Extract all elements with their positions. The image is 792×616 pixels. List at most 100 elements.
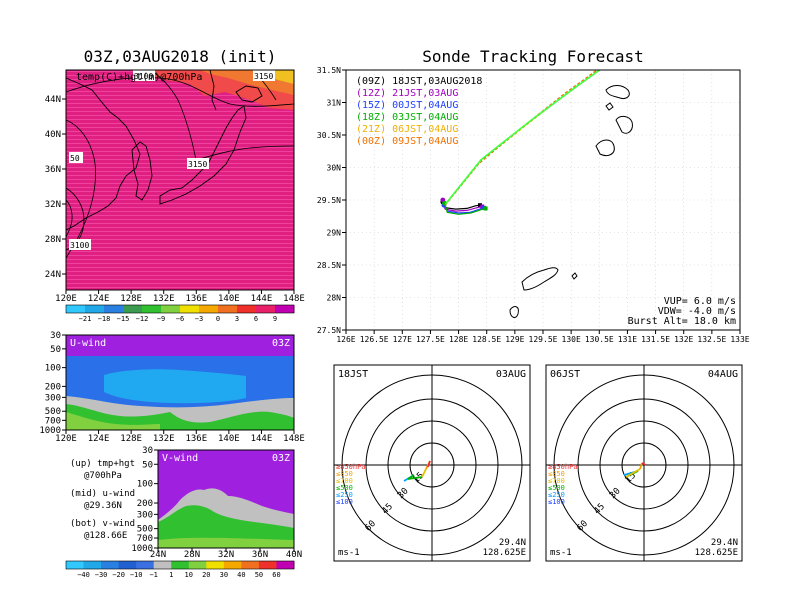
colorbar-swatch [218,305,238,313]
launch-parameter: Burst Alt= 18.0 km [628,316,736,327]
lat-tick-label: 36N [252,550,268,560]
colorbar-frame [65,560,295,570]
track-lat-axis: 31.5N 31N 30.5N 30N 29.5N 29N 28.5N 28N 27.5N [317,66,346,335]
wind-colorbar: −40 −30 −20 −10 −1 1 10 20 30 40 50 60 [65,560,295,579]
temp-map-lat-axis: 44N 40N 36N 32N 28N 24N [45,95,66,280]
island-coastline [595,139,615,157]
pressure-tick-label: 700 [45,416,61,426]
island-coastline [615,115,633,134]
lon-tick-label: 131E [618,335,637,344]
lat-tick-label: 40N [45,130,61,140]
lat-tick-label: 40N [286,550,302,560]
sonde-track [443,203,486,215]
lat-tick-label: 32N [218,550,234,560]
lon-tick-label: 128E [120,294,142,304]
colorbar-swatch [275,305,295,313]
colorbar-swatch [83,561,102,569]
colorbar-label: 0 [216,315,220,323]
legend-key: (mid) u-wind [70,489,135,499]
lat-tick-label: 31N [327,99,342,108]
pressure-tick-label: 100 [137,480,153,490]
contour-label: 3150 [254,72,273,81]
colorbar-swatch [241,561,260,569]
hodograph-level-key: ≤500 [336,484,353,492]
sonde-tracks [440,70,601,215]
contour-label-bg [133,70,155,81]
temp-map-label: temp(C)+hgt(m)@700hPa [76,72,202,83]
sonde-track [444,70,599,206]
track-landing-point [483,206,488,211]
coastline-sakhalin [209,70,217,111]
colorbar-swatch [276,561,295,569]
lon-tick-label: 132E [153,294,175,304]
pressure-tick-label: 700 [137,534,153,544]
lon-tick-label: 140E [218,434,240,444]
contour-label: 3150 [188,160,207,169]
lon-tick-label: 131.5E [641,335,670,344]
contour-label-bg [187,158,209,169]
hgt-contour [66,77,294,107]
lon-tick-label: 148E [283,294,305,304]
hodograph-date: 03AUG [496,369,526,380]
lon-tick-label: 136E [185,434,207,444]
lat-tick-label: 31.5N [317,66,341,75]
colorbar-label: −12 [136,315,149,323]
lat-tick-label: 28.5N [317,261,341,270]
lat-tick-label: 30N [327,164,342,173]
track-legend-entry: (15Z) 00JST,04AUG [356,100,458,111]
colorbar-swatch [206,561,225,569]
legend-sub: @128.66E [84,531,127,541]
hodograph-level-key: ≥850hPa [336,463,366,471]
pressure-tick-label: 30 [142,446,153,456]
lon-tick-label: 124E [88,294,110,304]
uwind-lon-axis: 120E 124E 128E 132E 136E 140E 144E 148E [55,430,305,444]
lat-tick-label: 30.5N [317,131,341,140]
colorbar-label: 3 [235,315,239,323]
colorbar-label: 10 [185,571,193,579]
launch-parameter: VDW= -4.0 m/s [658,306,736,317]
track-legend-entry: (12Z) 21JST,03AUG [356,88,458,99]
colorbar-label: −21 [79,315,92,323]
lon-tick-label: 132E [153,434,175,444]
vwind-lat-axis: 24N 28N 32N 36N 40N [150,548,302,560]
colorbar-label: 30 [220,571,228,579]
hodograph-date: 04AUG [708,369,738,380]
uwind-time: 03Z [272,338,290,349]
island-coastline [521,267,559,291]
colorbar-swatch [258,561,277,569]
uwind-field-cyan [104,369,246,404]
island-coastline [571,272,578,280]
pressure-tick-label: 500 [45,407,61,417]
colorbar-swatch [256,305,276,313]
island-coastline [605,102,614,111]
track-legend-entry: (18Z) 03JST,04AUG [356,112,458,123]
colorbar-swatch [123,305,143,313]
colorbar-label: −40 [77,571,90,579]
lat-tick-label: 44N [45,95,61,105]
contour-label-bg [253,70,275,81]
hodograph-time: 06JST [550,369,580,380]
lon-tick-label: 148E [283,434,305,444]
colorbar-label: −15 [117,315,130,323]
colorbar-swatch [118,561,137,569]
lon-tick-label: 129E [505,335,524,344]
colorbar-swatch [161,305,181,313]
lon-tick-label: 132.5E [697,335,726,344]
temp-map-frame [65,69,295,291]
hodograph-level-key: ≤250 [336,491,353,499]
contour-label: 3100 [134,72,153,81]
pressure-tick-label: 50 [50,345,61,355]
pressure-tick-label: 50 [142,460,153,470]
pressure-tick-label: 30 [50,331,61,341]
temp-map: 3100 3150 3150 50 3100 [66,70,294,290]
vwind-field-green [158,505,294,548]
track-legend: (09Z) 18JST,03AUG2018(12Z) 21JST,03AUG(1… [356,76,482,147]
lat-tick-label: 27.5N [317,326,341,335]
lat-tick-label: 29N [327,229,342,238]
pressure-tick-label: 1000 [131,544,153,554]
launch-parameter: VUP= 6.0 m/s [664,296,736,307]
left-title: 03Z,03AUG2018 (init) [84,47,277,66]
hodograph-lon: 128.625E [483,548,526,558]
